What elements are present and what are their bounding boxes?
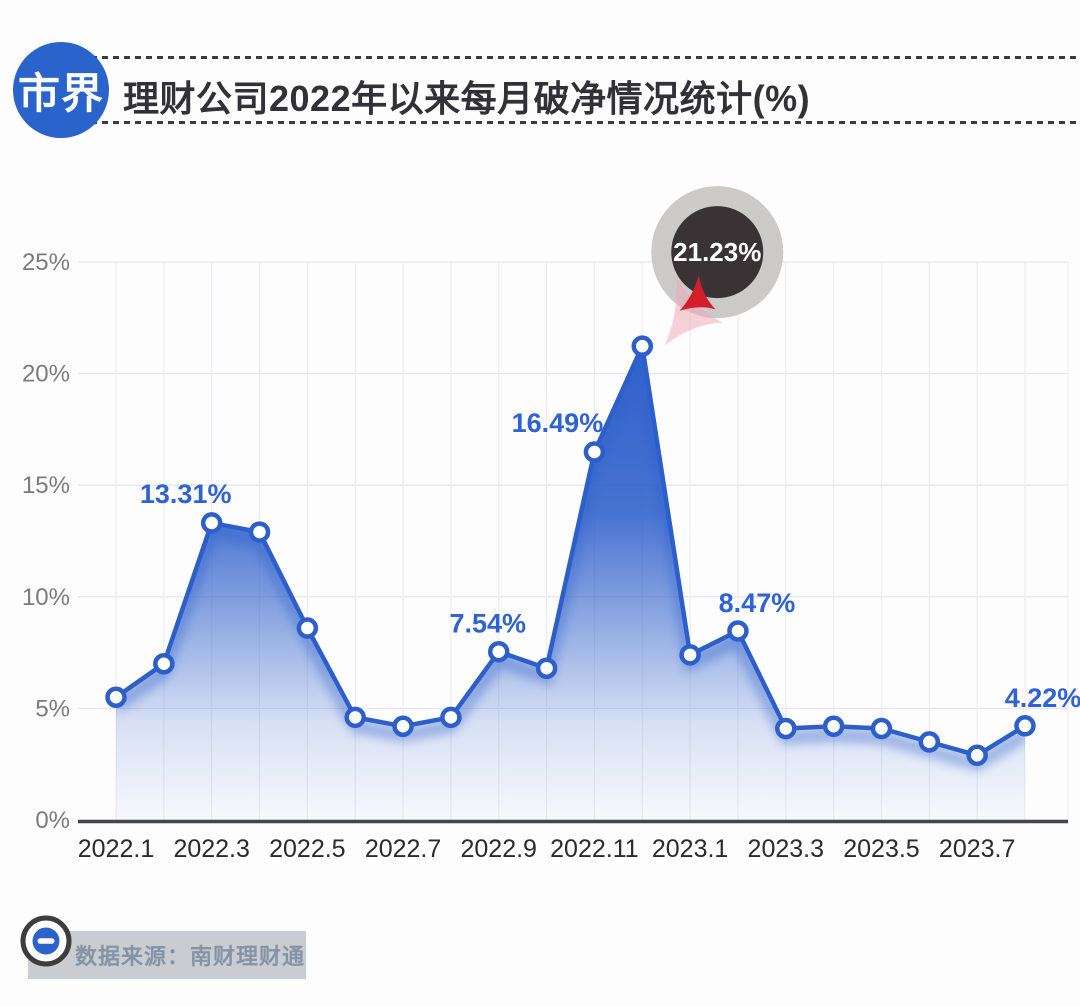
chart-title: 理财公司2022年以来每月破净情况统计(%) <box>123 78 811 119</box>
data-point-marker <box>535 657 558 679</box>
data-point-marker <box>870 717 893 740</box>
data-source-label: 数据来源：南财理财通 <box>75 944 306 969</box>
data-point-marker <box>200 512 223 534</box>
minus-icon <box>37 938 55 944</box>
data-point-marker <box>296 617 319 639</box>
y-tick-label: 10% <box>22 584 70 611</box>
data-point-marker <box>1014 715 1036 737</box>
x-tick-label: 2022.11 <box>550 835 639 863</box>
data-label: 16.49% <box>512 408 604 438</box>
peak-badge-disc <box>671 206 764 299</box>
shijie-logo: 市界 <box>13 42 109 138</box>
peak-badge-label: 21.23% <box>673 237 761 267</box>
y-tick-label: 25% <box>22 249 70 276</box>
data-point-marker <box>775 717 797 740</box>
data-point-marker <box>679 644 701 666</box>
data-point-markers <box>105 335 1036 767</box>
data-point-marker <box>153 653 175 675</box>
data-point-marker <box>822 715 845 738</box>
x-tick-label: 2022.9 <box>461 835 537 863</box>
data-point-marker <box>583 441 606 463</box>
x-tick-label: 2023.1 <box>652 835 728 863</box>
y-axis-ticks: 0% 5% 10% 15% 20% 25% <box>22 249 70 834</box>
x-axis-ticks: 2022.1 2022.3 2022.5 2022.7 2022.9 2022.11 202… <box>78 835 1016 863</box>
area-fill <box>116 346 1025 820</box>
x-tick-label: 2023.5 <box>843 835 919 863</box>
data-label: 4.22% <box>1005 683 1080 713</box>
data-point-marker <box>966 744 988 767</box>
logo-text: 市界 <box>17 69 104 117</box>
data-point-marker <box>487 640 510 663</box>
data-source-bar: 数据来源：南财理财通 <box>28 931 306 979</box>
x-tick-label: 2022.5 <box>269 835 345 863</box>
dashed-divider-top <box>36 56 1080 59</box>
dashed-divider-bottom <box>36 121 1080 124</box>
data-point-marker <box>392 715 414 738</box>
y-tick-label: 15% <box>22 472 70 499</box>
x-tick-label: 2022.1 <box>78 835 154 863</box>
x-tick-label: 2023.7 <box>939 835 1015 863</box>
spark-icon <box>679 275 716 311</box>
data-point-marker <box>727 620 749 642</box>
data-label: 8.47% <box>719 588 796 618</box>
data-point-marker <box>631 335 654 357</box>
data-point-marker <box>918 731 941 753</box>
source-badge-icon <box>20 915 72 967</box>
data-label: 13.31% <box>140 479 232 509</box>
data-point-marker <box>440 706 462 729</box>
x-tick-label: 2022.3 <box>173 835 249 863</box>
data-point-marker <box>105 686 127 708</box>
data-label: 7.54% <box>449 609 526 639</box>
y-tick-label: 0% <box>35 807 70 834</box>
x-tick-label: 2023.3 <box>748 835 824 863</box>
y-tick-label: 5% <box>35 695 70 722</box>
peak-badge: 21.23% <box>651 186 784 345</box>
y-tick-label: 20% <box>22 361 70 388</box>
x-tick-label: 2022.7 <box>365 835 441 863</box>
data-point-marker <box>344 706 366 729</box>
spark-echo-icon <box>665 276 723 345</box>
data-point-marker <box>248 521 271 543</box>
